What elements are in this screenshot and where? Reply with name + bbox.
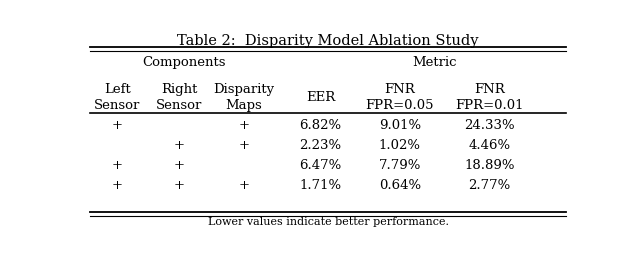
Text: 6.82%: 6.82% bbox=[300, 119, 342, 132]
Text: FNR
FPR=0.01: FNR FPR=0.01 bbox=[455, 83, 524, 112]
Text: Left
Sensor: Left Sensor bbox=[94, 83, 140, 112]
Text: 2.23%: 2.23% bbox=[300, 139, 342, 152]
Text: Metric: Metric bbox=[412, 56, 457, 69]
Text: 24.33%: 24.33% bbox=[464, 119, 515, 132]
Text: Right
Sensor: Right Sensor bbox=[156, 83, 202, 112]
Text: 6.47%: 6.47% bbox=[300, 159, 342, 172]
Text: +: + bbox=[238, 179, 249, 192]
Text: EER: EER bbox=[306, 90, 335, 103]
Text: 7.79%: 7.79% bbox=[379, 159, 421, 172]
Text: 1.71%: 1.71% bbox=[300, 179, 342, 192]
Text: 2.77%: 2.77% bbox=[468, 179, 510, 192]
Text: +: + bbox=[238, 139, 249, 152]
Text: Lower values indicate better performance.: Lower values indicate better performance… bbox=[207, 217, 449, 227]
Text: 1.02%: 1.02% bbox=[379, 139, 421, 152]
Text: Components: Components bbox=[143, 56, 226, 69]
Text: 4.46%: 4.46% bbox=[468, 139, 510, 152]
Text: FNR
FPR=0.05: FNR FPR=0.05 bbox=[365, 83, 434, 112]
Text: +: + bbox=[112, 119, 123, 132]
Text: +: + bbox=[173, 179, 185, 192]
Text: 18.89%: 18.89% bbox=[464, 159, 515, 172]
Text: +: + bbox=[173, 139, 185, 152]
Text: +: + bbox=[112, 179, 123, 192]
Text: 0.64%: 0.64% bbox=[379, 179, 421, 192]
Text: +: + bbox=[173, 159, 185, 172]
Text: Disparity
Maps: Disparity Maps bbox=[213, 83, 275, 112]
Text: +: + bbox=[238, 119, 249, 132]
Text: Table 2:  Disparity Model Ablation Study: Table 2: Disparity Model Ablation Study bbox=[177, 34, 479, 47]
Text: +: + bbox=[112, 159, 123, 172]
Text: 9.01%: 9.01% bbox=[379, 119, 421, 132]
